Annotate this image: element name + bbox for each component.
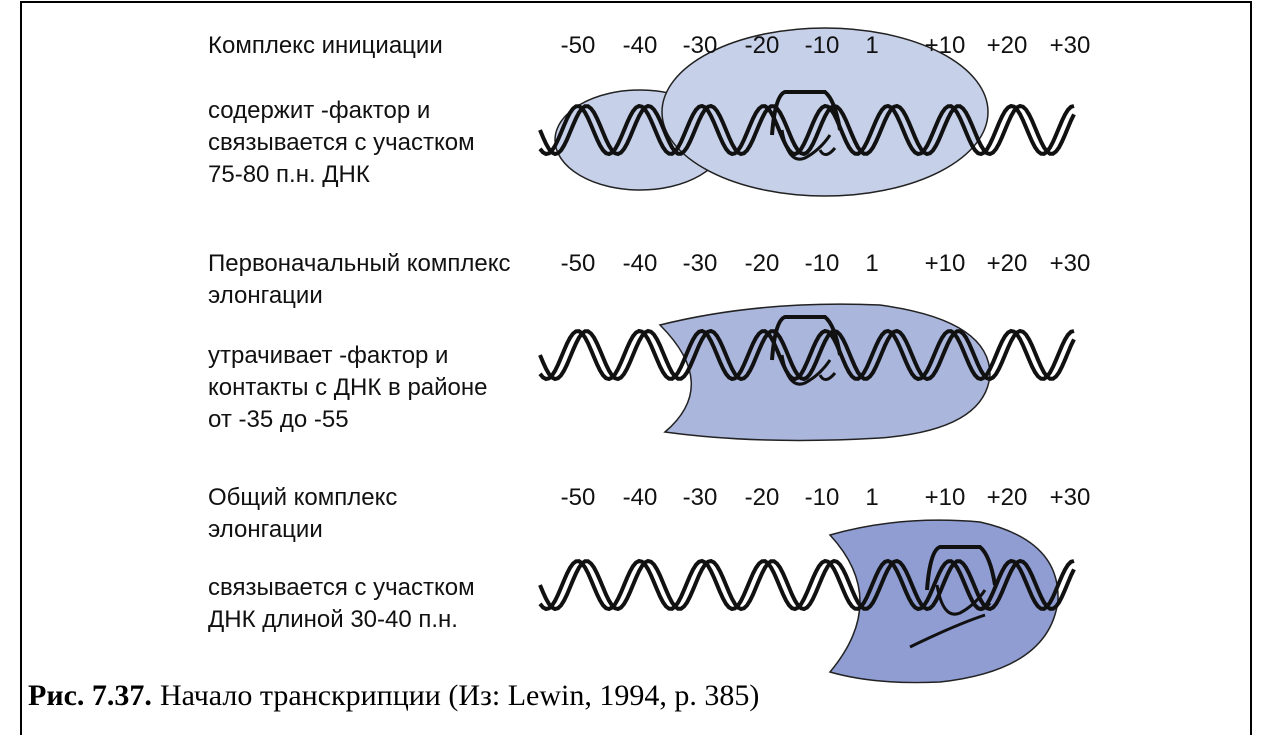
frame bbox=[20, 1, 1252, 735]
position-label: -10 bbox=[805, 32, 840, 59]
position-label: -40 bbox=[623, 484, 658, 511]
panel-description: содержит -фактор и bbox=[208, 97, 430, 124]
position-label: -40 bbox=[623, 32, 658, 59]
position-label: -50 bbox=[561, 32, 596, 59]
rna bbox=[909, 613, 986, 649]
caption: Рис. 7.37. Начало транскрипции (Из: Lewin… bbox=[28, 679, 759, 712]
position-label: -30 bbox=[683, 484, 718, 511]
position-label: +20 bbox=[987, 32, 1028, 59]
panel-description: связывается с участком bbox=[208, 574, 475, 601]
transcription-bubble bbox=[770, 90, 842, 136]
transcription-bubble bbox=[780, 129, 837, 161]
position-label: -20 bbox=[745, 32, 780, 59]
transcription-bubble bbox=[935, 584, 992, 616]
position-label: -30 bbox=[683, 250, 718, 277]
panel-title: Первоначальный комплекс bbox=[208, 250, 511, 277]
panel-description: от -35 до -55 bbox=[208, 406, 349, 433]
caption-label: Рис. 7.37. bbox=[28, 679, 152, 712]
position-label: +30 bbox=[1050, 250, 1091, 277]
panel-description: контакты с ДНК в районе bbox=[208, 374, 488, 401]
position-label: +10 bbox=[925, 32, 966, 59]
position-label: -50 bbox=[561, 484, 596, 511]
position-label: -20 bbox=[745, 250, 780, 277]
panel-description: 75-80 п.н. ДНК bbox=[208, 161, 370, 188]
position-label: -40 bbox=[623, 250, 658, 277]
position-label: +30 bbox=[1050, 484, 1091, 511]
position-label: +10 bbox=[925, 250, 966, 277]
position-label: +20 bbox=[987, 250, 1028, 277]
position-label: -10 bbox=[805, 484, 840, 511]
panel-title: Общий комплекс bbox=[208, 484, 397, 511]
panel-description: связывается с участком bbox=[208, 129, 475, 156]
panel-title: элонгации bbox=[208, 282, 323, 309]
position-label: +10 bbox=[925, 484, 966, 511]
position-label: -50 bbox=[561, 250, 596, 277]
panel-description: ДНК длиной 30-40 п.н. bbox=[208, 606, 458, 633]
position-label: -30 bbox=[683, 32, 718, 59]
transcription-bubble bbox=[925, 545, 997, 591]
transcription-bubble bbox=[770, 315, 842, 361]
caption-text: Начало транскрипции (Из: Lewin, 1994, p.… bbox=[160, 679, 759, 712]
dna-helices bbox=[538, 90, 1076, 649]
polymerase-blob bbox=[658, 303, 991, 442]
dna-strand bbox=[538, 328, 1075, 382]
dna-strand bbox=[538, 103, 1075, 157]
position-label: 1 bbox=[865, 32, 878, 59]
texts: Комплекс инициации содержит -фактор и связ… bbox=[28, 32, 1090, 712]
position-label: -20 bbox=[745, 484, 780, 511]
transcription-bubble bbox=[780, 354, 837, 386]
position-label: 1 bbox=[865, 250, 878, 277]
position-label: +20 bbox=[987, 484, 1028, 511]
panel-description: утрачивает -фактор и bbox=[208, 342, 448, 369]
position-label: 1 bbox=[865, 484, 878, 511]
position-label: -10 bbox=[805, 250, 840, 277]
panel-title: элонгации bbox=[208, 516, 323, 543]
panel-title: Комплекс инициации bbox=[208, 32, 443, 59]
position-label: +30 bbox=[1050, 32, 1091, 59]
